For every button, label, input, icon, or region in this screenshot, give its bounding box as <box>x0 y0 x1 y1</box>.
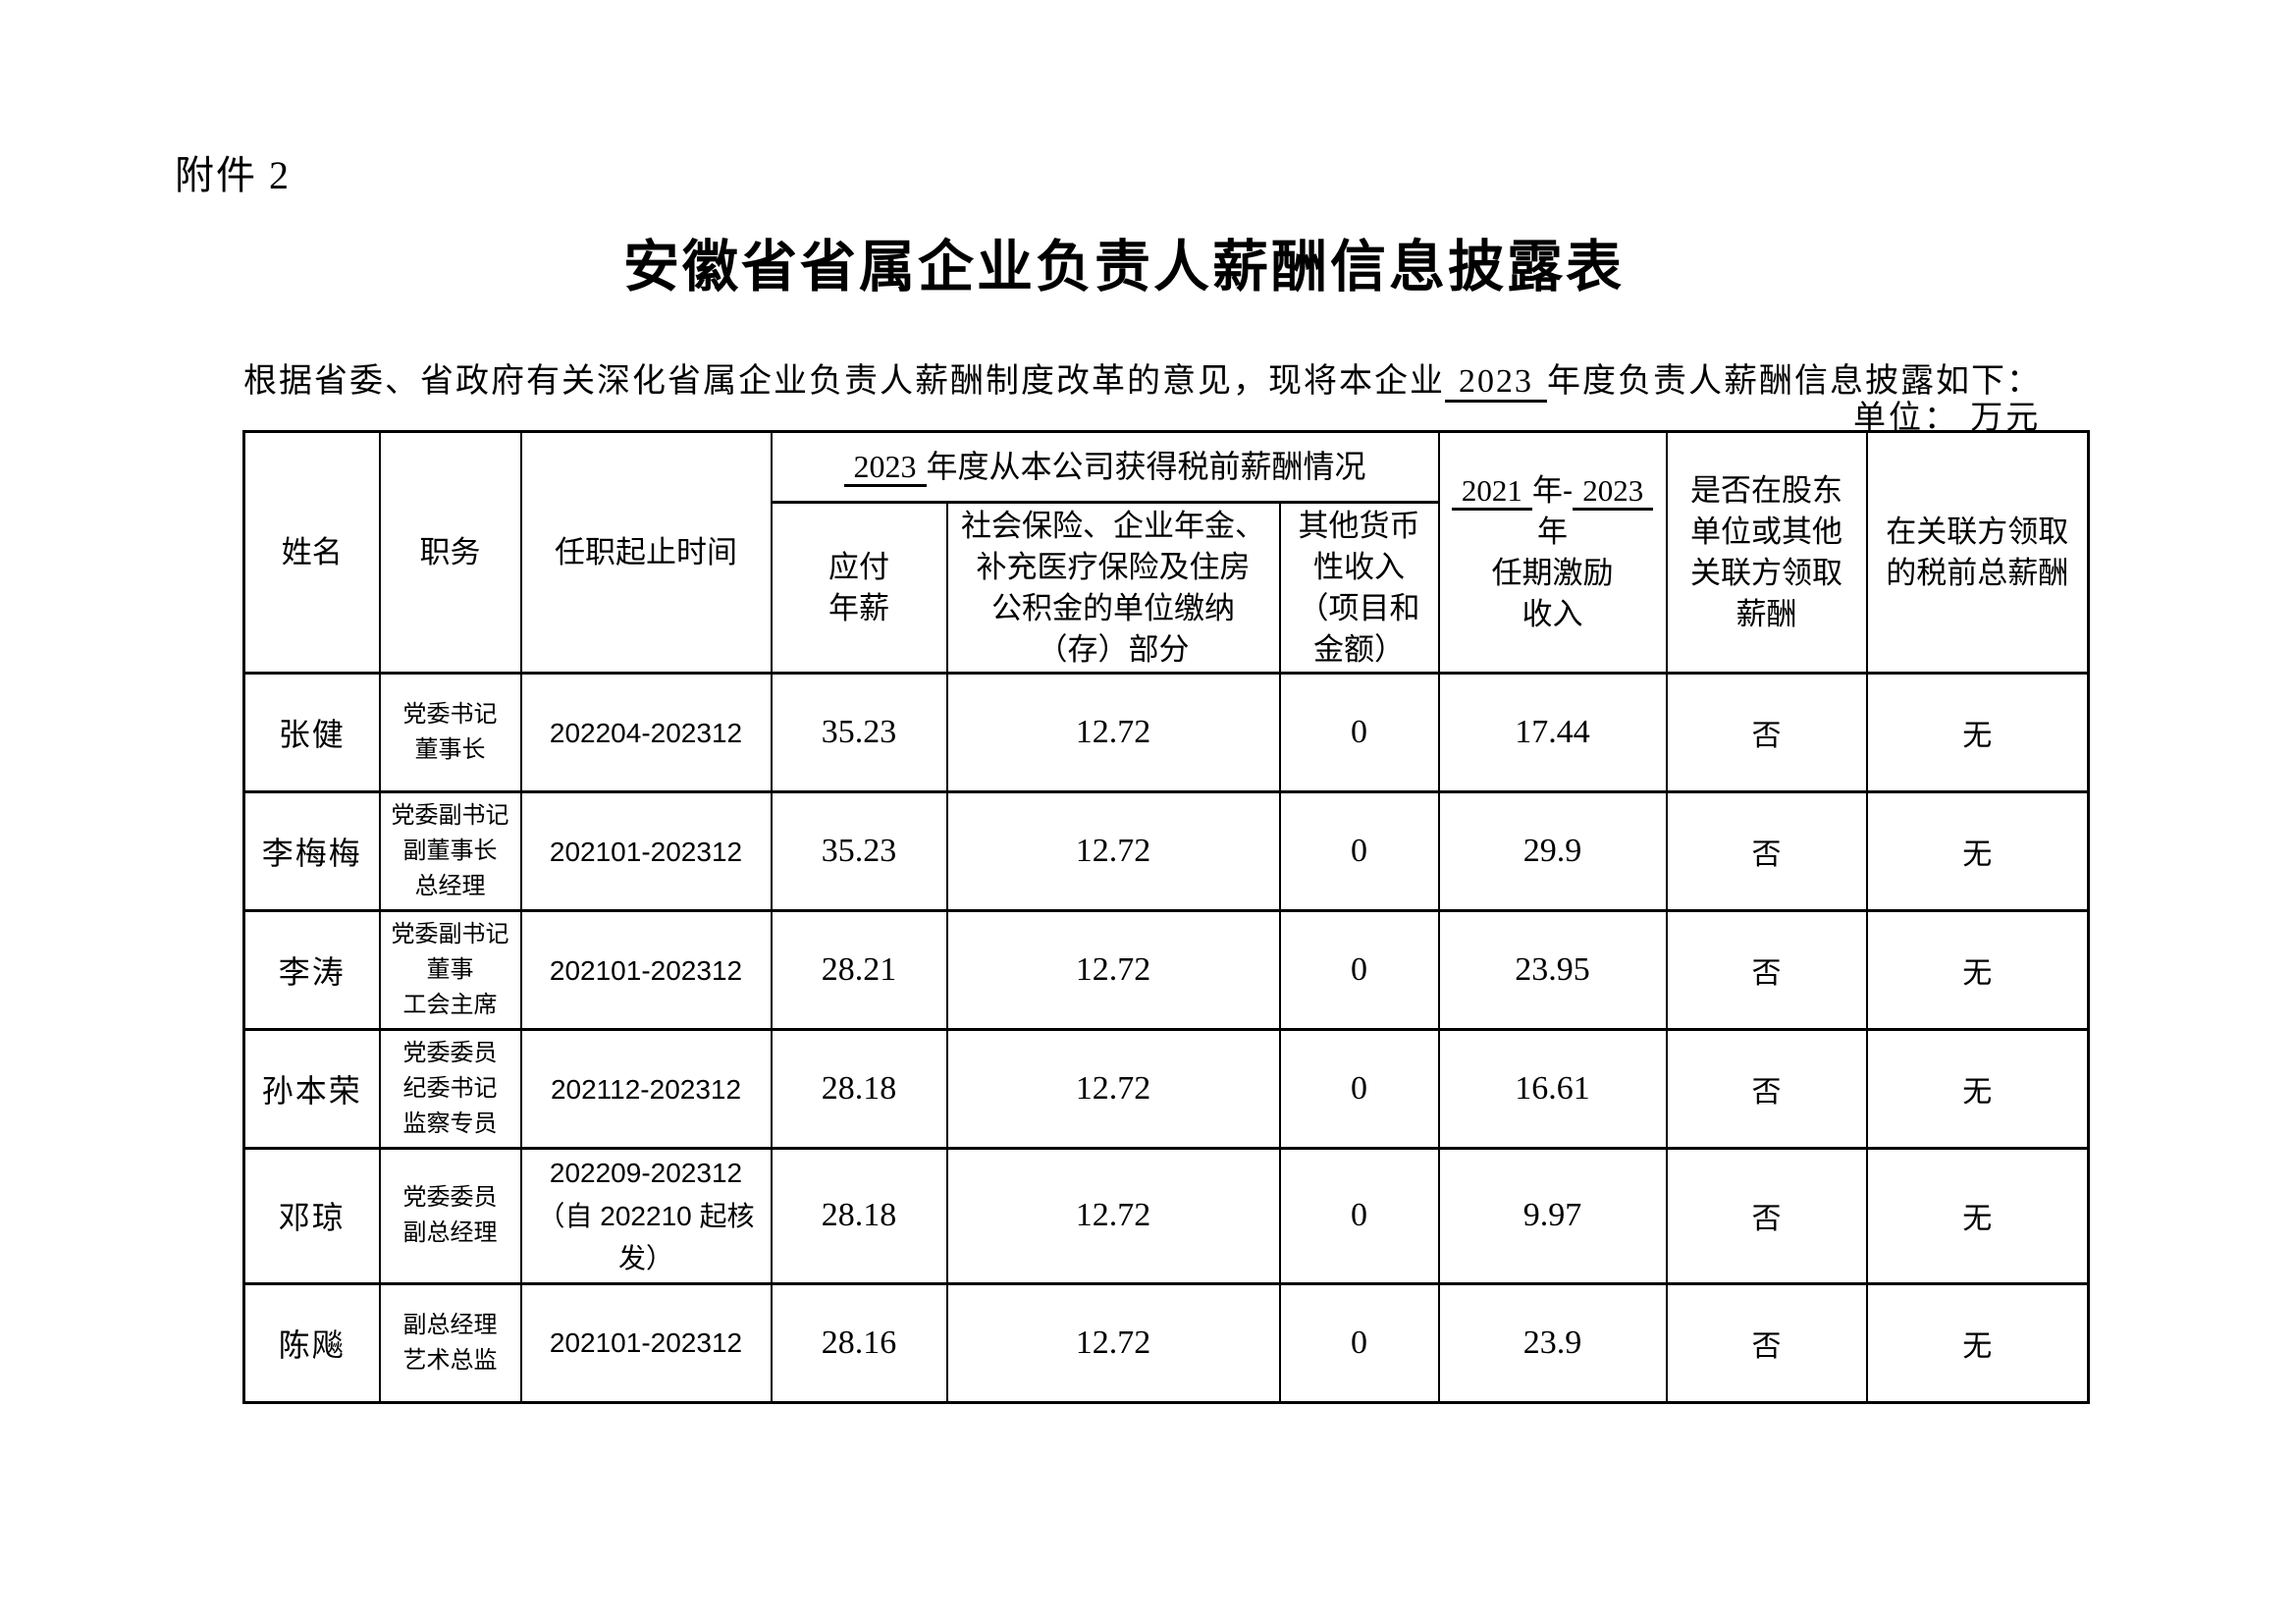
cell-shareholder-pay: 否 <box>1665 909 1868 1032</box>
cell-tenure: 202209-202312 （自 202210 起核发） <box>519 1147 773 1285</box>
header-incentive-income: 2021 年- 2023年任期激励 收入 <box>1437 429 1668 676</box>
header-salary-group-year: 2023 <box>843 448 927 487</box>
cell-incentive-income: 23.9 <box>1437 1281 1668 1404</box>
intro-year-underlined: 2023 <box>1445 363 1547 403</box>
cell-incentive-income: 29.9 <box>1437 790 1668 913</box>
cell-tenure: 202204-202312 <box>519 672 773 794</box>
cell-social-insurance: 12.72 <box>945 672 1281 794</box>
cell-incentive-income: 17.44 <box>1437 672 1668 794</box>
cell-social-insurance: 12.72 <box>945 909 1281 1032</box>
cell-social-insurance: 12.72 <box>945 1028 1281 1151</box>
cell-related-party-pay: 无 <box>1865 790 2090 913</box>
header-incentive-after: 年 <box>1537 514 1569 549</box>
cell-position: 党委委员 副总经理 <box>378 1147 522 1285</box>
cell-tenure: 202101-202312 <box>519 790 773 913</box>
intro-prefix: 根据省委、省政府有关深化省属企业负责人薪酬制度改革的意见，现将本企业 <box>243 363 1445 400</box>
table-row: 张健 党委书记 董事长 202204-202312 35.23 12.72 0 … <box>242 672 2090 794</box>
cell-other-income: 0 <box>1278 1281 1440 1404</box>
cell-incentive-income: 16.61 <box>1437 1028 1668 1151</box>
cell-name: 孙本荣 <box>242 1028 381 1151</box>
table-row: 邓琼 党委委员 副总经理 202209-202312 （自 202210 起核发… <box>242 1147 2090 1285</box>
cell-incentive-income: 9.97 <box>1437 1147 1668 1285</box>
table-row: 孙本荣 党委委员 纪委书记 监察专员 202112-202312 28.18 1… <box>242 1028 2090 1151</box>
cell-name: 李梅梅 <box>242 790 381 913</box>
cell-position: 党委副书记 副董事长 总经理 <box>378 790 522 913</box>
cell-social-insurance: 12.72 <box>945 1281 1281 1404</box>
header-tenure: 任职起止时间 <box>519 429 773 676</box>
cell-annual-salary: 28.18 <box>770 1028 948 1151</box>
cell-shareholder-pay: 否 <box>1665 1028 1868 1151</box>
cell-shareholder-pay: 否 <box>1665 790 1868 913</box>
cell-annual-salary: 35.23 <box>770 790 948 913</box>
cell-position: 党委委员 纪委书记 监察专员 <box>378 1028 522 1151</box>
cell-other-income: 0 <box>1278 672 1440 794</box>
cell-related-party-pay: 无 <box>1865 1147 2090 1285</box>
cell-social-insurance: 12.72 <box>945 790 1281 913</box>
cell-name: 陈飚 <box>242 1281 381 1404</box>
header-incentive-year1: 2021 <box>1451 473 1532 511</box>
cell-other-income: 0 <box>1278 790 1440 913</box>
header-other-income: 其他货币 性收入 （项目和 金额） <box>1278 500 1440 676</box>
cell-shareholder-pay: 否 <box>1665 1281 1868 1404</box>
cell-related-party-pay: 无 <box>1865 909 2090 1032</box>
cell-position: 副总经理 艺术总监 <box>378 1281 522 1404</box>
cell-annual-salary: 28.16 <box>770 1281 948 1404</box>
header-incentive-mid: 年- <box>1531 473 1574 508</box>
intro-paragraph: 根据省委、省政府有关深化省属企业负责人薪酬制度改革的意见，现将本企业 2023 年度… <box>177 353 2042 403</box>
cell-incentive-income: 23.95 <box>1437 909 1668 1032</box>
header-shareholder-pay: 是否在股东 单位或其他 关联方领取 薪酬 <box>1665 429 1868 676</box>
cell-position: 党委书记 董事长 <box>378 672 522 794</box>
cell-other-income: 0 <box>1278 1147 1440 1285</box>
cell-tenure: 202112-202312 <box>519 1028 773 1151</box>
header-social-insurance: 社会保险、企业年金、 补充医疗保险及住房 公积金的单位缴纳 （存）部分 <box>945 500 1281 676</box>
cell-shareholder-pay: 否 <box>1665 1147 1868 1285</box>
cell-other-income: 0 <box>1278 1028 1440 1151</box>
cell-annual-salary: 28.21 <box>770 909 948 1032</box>
header-salary-group: 2023 年度从本公司获得税前薪酬情况 <box>770 430 1440 504</box>
header-incentive-year2: 2023 <box>1573 473 1654 511</box>
table-body: 张健 党委书记 董事长 202204-202312 35.23 12.72 0 … <box>242 672 2090 1404</box>
page-title: 安徽省省属企业负责人薪酬信息披露表 <box>623 237 1625 298</box>
attachment-label: 附件 2 <box>175 153 291 197</box>
cell-name: 张健 <box>242 672 381 794</box>
cell-annual-salary: 28.18 <box>770 1147 948 1285</box>
cell-other-income: 0 <box>1278 909 1440 1032</box>
cell-tenure: 202101-202312 <box>519 1281 773 1404</box>
cell-related-party-pay: 无 <box>1865 672 2090 794</box>
cell-name: 邓琼 <box>242 1147 381 1285</box>
table-row: 李梅梅 党委副书记 副董事长 总经理 202101-202312 35.23 1… <box>242 790 2090 913</box>
table-row: 李涛 党委副书记 董事 工会主席 202101-202312 28.21 12.… <box>242 909 2090 1032</box>
cell-position: 党委副书记 董事 工会主席 <box>378 909 522 1032</box>
cell-related-party-pay: 无 <box>1865 1028 2090 1151</box>
intro-suffix: 年度负责人薪酬信息披露如下： <box>1547 363 2042 400</box>
header-position: 职务 <box>378 429 522 676</box>
table-row: 陈飚 副总经理 艺术总监 202101-202312 28.16 12.72 0… <box>242 1281 2090 1404</box>
salary-disclosure-table: 姓名 职务 任职起止时间 2023 年度从本公司获得税前薪酬情况 2021 年- 20… <box>242 429 2091 1404</box>
cell-related-party-pay: 无 <box>1865 1281 2090 1404</box>
header-annual-salary: 应付 年薪 <box>770 500 948 676</box>
header-related-party-pay: 在关联方领取 的税前总薪酬 <box>1865 429 2090 676</box>
cell-annual-salary: 35.23 <box>770 672 948 794</box>
header-name: 姓名 <box>242 429 381 676</box>
cell-name: 李涛 <box>242 909 381 1032</box>
header-incentive-rest: 任期激励 收入 <box>1491 555 1614 631</box>
cell-shareholder-pay: 否 <box>1665 672 1868 794</box>
cell-tenure: 202101-202312 <box>519 909 773 1032</box>
header-row-sub: 应付 年薪 社会保险、企业年金、 补充医疗保险及住房 公积金的单位缴纳 （存）部… <box>244 500 2089 676</box>
header-row-top: 姓名 职务 任职起止时间 2023 年度从本公司获得税前薪酬情况 2021 年- 20… <box>242 429 2090 676</box>
header-salary-group-rest: 年度从本公司获得税前薪酬情况 <box>926 448 1366 484</box>
cell-social-insurance: 12.72 <box>945 1147 1281 1285</box>
